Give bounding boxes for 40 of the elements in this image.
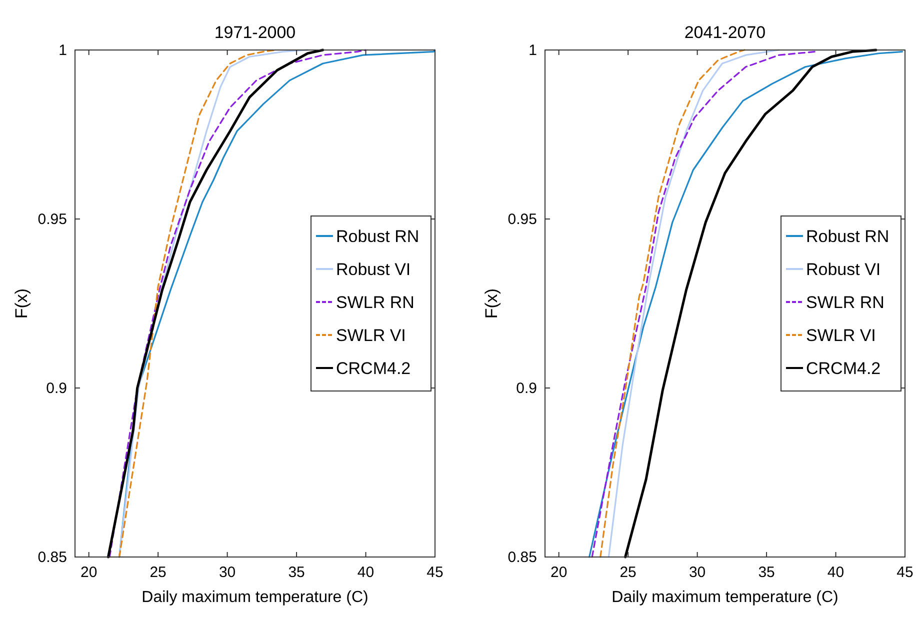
y-axis-title: F(x) — [482, 288, 501, 319]
legend-label: SWLR VI — [806, 326, 876, 345]
x-tick-label: 35 — [758, 564, 775, 581]
x-axis-title: Daily maximum temperature (C) — [612, 589, 838, 606]
line-series — [600, 49, 746, 558]
y-tick-label: 0.9 — [516, 380, 537, 397]
legend-label: CRCM4.2 — [336, 359, 411, 378]
chart-title: 2041-2070 — [684, 23, 766, 42]
x-axis-title: Daily maximum temperature (C) — [142, 589, 368, 606]
chart-title: 1971-2000 — [214, 23, 296, 42]
x-tick-label: 40 — [827, 564, 844, 581]
x-tick-label: 20 — [550, 564, 568, 581]
x-tick-label: 20 — [80, 564, 98, 581]
x-tick-label: 25 — [620, 564, 636, 581]
y-tick-label: 1 — [58, 42, 67, 59]
legend-label: Robust RN — [806, 227, 890, 246]
x-tick-label: 30 — [688, 564, 706, 581]
x-tick-label: 45 — [896, 564, 914, 581]
legend-label: SWLR VI — [336, 326, 406, 345]
line-series — [588, 50, 904, 558]
x-tick-label: 40 — [357, 564, 374, 581]
x-tick-label: 45 — [426, 564, 444, 581]
y-tick-label: 0.95 — [508, 211, 537, 228]
legend-label: SWLR RN — [806, 293, 884, 312]
y-tick-label: 0.95 — [38, 211, 67, 228]
legend-label: Robust VI — [806, 260, 881, 279]
y-tick-label: 1 — [528, 42, 537, 59]
x-tick-label: 35 — [288, 564, 305, 581]
y-tick-label: 0.9 — [46, 380, 67, 397]
legend-label: CRCM4.2 — [806, 359, 881, 378]
legend-label: SWLR RN — [336, 293, 414, 312]
legend-label: Robust VI — [336, 260, 411, 279]
line-series — [118, 49, 277, 558]
y-tick-label: 0.85 — [508, 549, 537, 566]
y-axis-title: F(x) — [12, 288, 31, 319]
x-tick-label: 30 — [218, 564, 236, 581]
y-tick-label: 0.85 — [38, 549, 67, 566]
x-tick-label: 25 — [150, 564, 166, 581]
line-series — [608, 49, 780, 558]
legend-label: Robust RN — [336, 227, 420, 246]
